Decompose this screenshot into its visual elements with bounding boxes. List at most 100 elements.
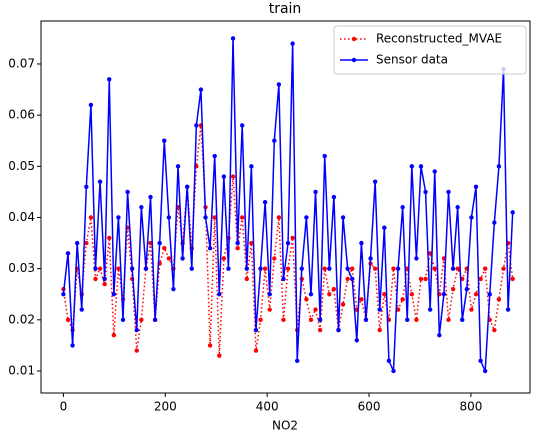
data-point [258, 266, 263, 271]
data-point [235, 240, 240, 246]
data-point [469, 215, 474, 220]
data-point [148, 194, 153, 200]
data-point [134, 327, 139, 333]
data-point [230, 174, 236, 179]
data-point [107, 77, 112, 82]
data-point [166, 215, 172, 220]
data-point [217, 292, 222, 297]
data-point [400, 297, 405, 302]
data-point [331, 194, 337, 200]
data-point [473, 292, 479, 297]
data-point [450, 286, 456, 292]
data-point [368, 256, 373, 261]
data-point [212, 153, 217, 159]
data-point [207, 245, 213, 251]
data-point [359, 240, 364, 246]
data-point [400, 205, 405, 210]
data-point [74, 240, 80, 246]
data-point [423, 189, 428, 195]
data-point [510, 276, 515, 282]
x-tick-label: 600 [358, 400, 381, 414]
data-point [290, 41, 295, 46]
legend-marker [351, 36, 357, 42]
data-point [285, 240, 291, 246]
legend-marker [351, 57, 357, 63]
data-point [61, 292, 66, 297]
data-point [501, 266, 506, 271]
data-point [446, 189, 451, 195]
data-point [212, 215, 217, 220]
data-point [175, 164, 181, 169]
data-point [258, 317, 263, 323]
y-tick-label: 0.04 [8, 210, 35, 224]
data-point [487, 292, 492, 297]
y-tick-label: 0.03 [8, 261, 35, 275]
data-point [281, 317, 286, 323]
data-point [304, 215, 309, 220]
data-point [84, 240, 89, 246]
data-point [267, 307, 272, 312]
data-point [478, 358, 483, 363]
data-point [93, 266, 98, 271]
data-point [116, 266, 121, 271]
data-point [317, 317, 323, 323]
data-point [395, 266, 401, 271]
data-point [496, 164, 502, 169]
x-tick-label: 800 [459, 400, 482, 414]
data-point [230, 36, 236, 41]
data-point [414, 317, 419, 323]
data-point [249, 240, 254, 246]
data-point [198, 87, 204, 92]
x-tick-label: 0 [60, 400, 68, 414]
y-tick-label: 0.07 [8, 56, 35, 70]
data-point [84, 184, 89, 189]
data-point [359, 297, 364, 302]
data-point [157, 240, 162, 246]
data-point [423, 276, 428, 282]
data-point [437, 332, 442, 338]
data-point [272, 138, 277, 143]
data-point [166, 256, 172, 261]
data-point [405, 317, 410, 323]
data-point [492, 327, 497, 333]
data-point [386, 358, 392, 363]
data-point [290, 235, 295, 241]
data-point [382, 292, 387, 297]
data-point [418, 276, 424, 282]
data-point [152, 317, 158, 323]
data-point [162, 245, 167, 251]
data-point [317, 327, 323, 333]
data-point [221, 256, 227, 261]
data-point [304, 297, 309, 302]
data-point [322, 153, 327, 159]
y-tick-label: 0.06 [8, 108, 35, 122]
data-point [308, 292, 314, 297]
data-point [345, 266, 350, 271]
data-point [455, 205, 460, 210]
data-point [102, 281, 107, 287]
data-point [391, 266, 396, 271]
data-point [340, 302, 346, 307]
data-point [464, 286, 470, 292]
data-point [363, 317, 369, 323]
data-point [276, 82, 282, 87]
data-point [134, 348, 139, 353]
data-point [414, 256, 419, 261]
data-point [107, 235, 112, 241]
data-point [350, 276, 355, 282]
data-point [285, 266, 291, 271]
data-point [492, 220, 497, 225]
data-point [235, 245, 240, 251]
data-point [418, 164, 424, 169]
data-point [65, 251, 71, 256]
data-point [120, 317, 126, 323]
x-tick-label: 200 [154, 400, 177, 414]
data-point [111, 332, 117, 338]
data-point [295, 358, 300, 363]
data-point [79, 307, 84, 312]
data-point [162, 138, 167, 143]
data-point [336, 327, 341, 333]
data-point [473, 184, 479, 189]
data-point [460, 317, 465, 323]
data-point [203, 215, 208, 220]
